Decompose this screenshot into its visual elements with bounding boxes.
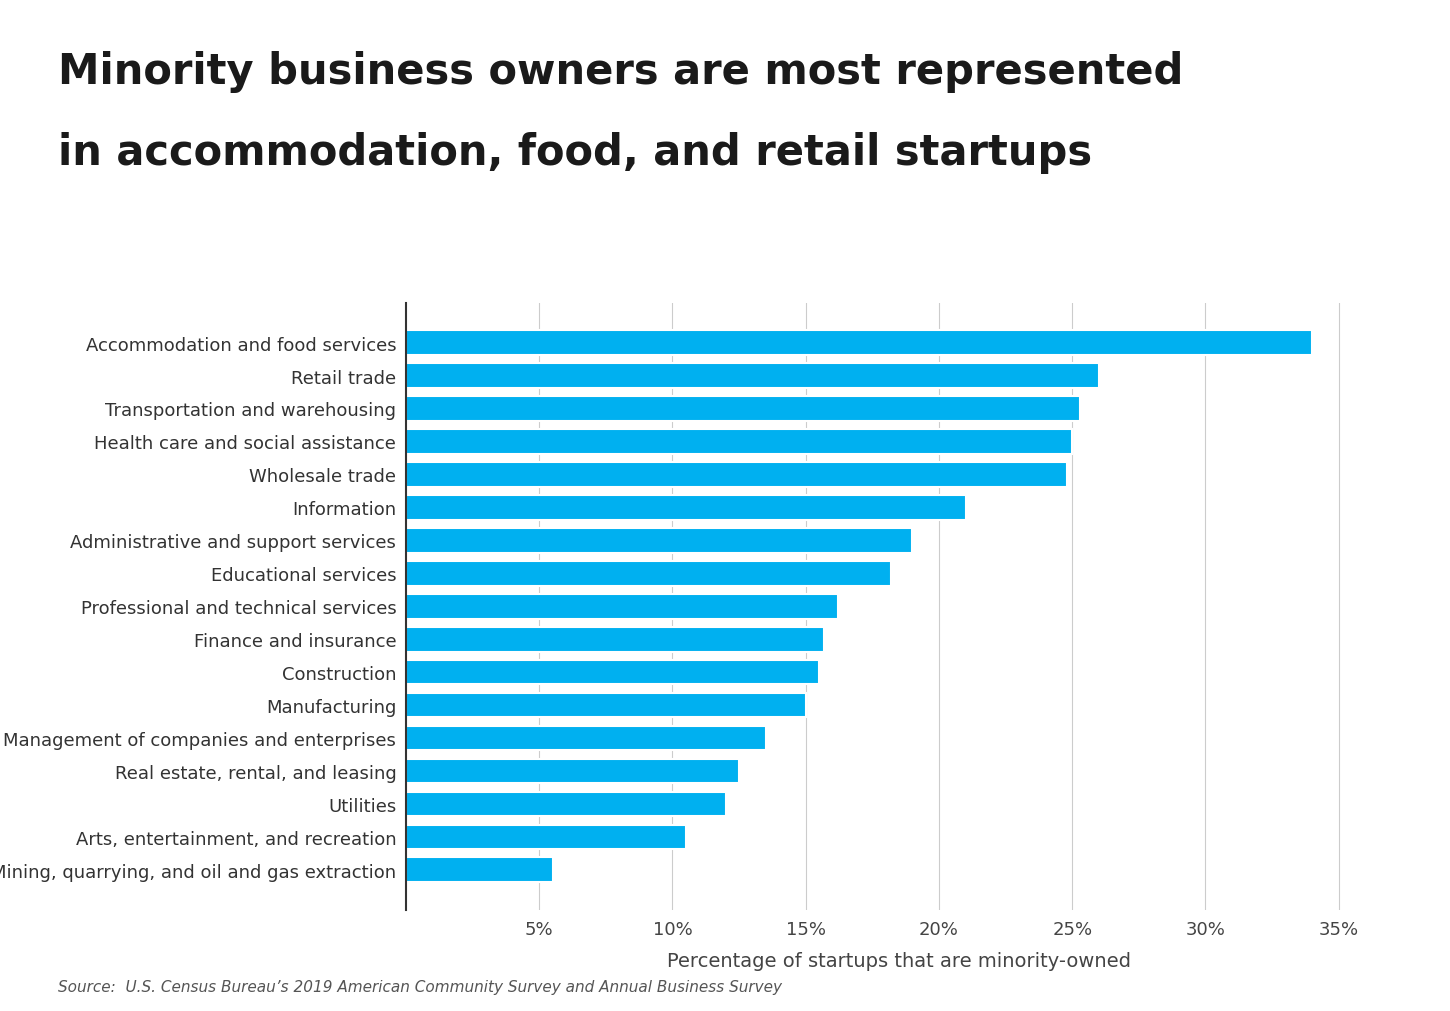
Bar — [406, 857, 552, 883]
Bar — [406, 331, 1312, 356]
Bar — [406, 792, 726, 817]
Bar — [406, 364, 1099, 388]
Bar — [406, 529, 912, 553]
Bar — [406, 561, 890, 586]
Bar — [406, 825, 686, 849]
Bar — [406, 463, 1067, 487]
Bar — [406, 396, 1080, 422]
Text: Source:  U.S. Census Bureau’s 2019 American Community Survey and Annual Business: Source: U.S. Census Bureau’s 2019 Americ… — [58, 979, 782, 994]
Bar — [406, 627, 825, 652]
Bar — [406, 660, 819, 684]
Bar — [406, 430, 1072, 454]
Bar — [406, 495, 966, 521]
Bar — [406, 759, 740, 784]
Bar — [406, 693, 806, 718]
Text: Minority business owners are most represented: Minority business owners are most repres… — [58, 51, 1183, 93]
Bar — [406, 594, 838, 619]
X-axis label: Percentage of startups that are minority-owned: Percentage of startups that are minority… — [667, 951, 1131, 971]
Bar — [406, 726, 766, 750]
Text: in accommodation, food, and retail startups: in accommodation, food, and retail start… — [58, 131, 1092, 174]
